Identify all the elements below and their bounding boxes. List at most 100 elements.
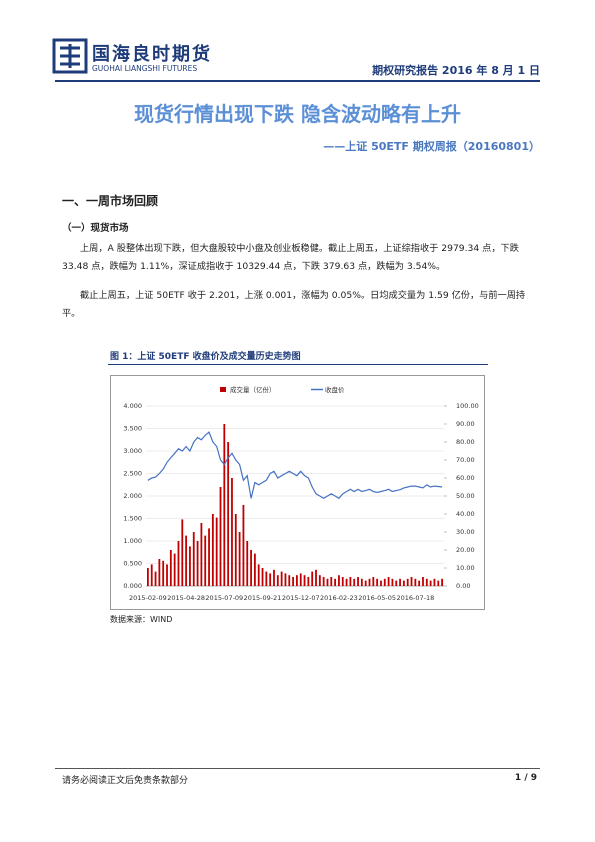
bar	[307, 577, 310, 586]
bar	[391, 578, 394, 586]
bar	[303, 575, 306, 586]
bar	[166, 564, 168, 586]
y2-tick-label: 30.00	[456, 528, 475, 536]
legend-swatch	[220, 387, 226, 392]
header-rule	[55, 80, 540, 82]
bar	[345, 578, 348, 586]
bar	[162, 560, 165, 586]
bar	[380, 580, 382, 586]
paragraph: 上周，A 股整体出现下跌，但大盘股较中小盘及创业板稳健。截止上周五，上证综指收于…	[62, 243, 519, 272]
bar	[234, 514, 237, 586]
bar	[322, 577, 325, 586]
bar	[273, 569, 275, 586]
x-tick-label: 2015-12-07	[282, 594, 320, 602]
bar	[326, 578, 329, 586]
bar	[395, 580, 398, 586]
y-tick-label: 1.000	[123, 537, 142, 545]
legend-label: 收盘价	[325, 385, 345, 394]
source: 数据来源：WIND	[110, 615, 173, 624]
bar	[211, 514, 214, 586]
bar	[425, 578, 428, 586]
x-tick-label: 2015-04-28	[167, 594, 205, 602]
bar	[433, 578, 436, 586]
x-tick-label: 2015-02-09	[129, 594, 167, 602]
bar	[280, 571, 283, 586]
bar	[200, 523, 203, 586]
bar	[376, 578, 379, 586]
bar	[269, 573, 272, 586]
bar	[196, 541, 199, 586]
chart-frame	[110, 375, 485, 610]
y-tick-label: 0.500	[123, 560, 142, 568]
bar	[246, 541, 249, 586]
bar	[429, 580, 432, 586]
disclaimer: 请务必阅读正文后免责条款部分	[62, 776, 189, 786]
bar	[276, 575, 279, 586]
bar	[261, 568, 264, 586]
bar	[227, 442, 230, 586]
y2-tick-label: 20.00	[456, 546, 475, 554]
bar	[357, 577, 359, 586]
bar	[441, 578, 443, 586]
bar	[296, 575, 298, 586]
y-tick-label: 2.500	[123, 470, 142, 478]
subtitle: ——上证 50ETF 期权周报（20160801）	[323, 140, 540, 153]
subsection-heading: （一）现货市场	[62, 223, 129, 234]
bar	[368, 578, 371, 586]
bar	[204, 535, 207, 586]
bar	[223, 424, 226, 586]
bar	[257, 564, 260, 586]
section-heading: 一、一周市场回顾	[62, 194, 159, 208]
x-tick-label: 2016-05-05	[358, 594, 396, 602]
bar	[253, 553, 256, 586]
bar	[299, 573, 302, 586]
x-tick-label: 2015-07-09	[205, 594, 243, 602]
bar	[410, 577, 413, 586]
report-date: 期权研究报告 2016 年 8 月 1 日	[372, 64, 540, 77]
bar	[292, 577, 294, 586]
legend-label: 成交量（亿份）	[230, 385, 276, 394]
bar	[238, 532, 241, 586]
y2-tick-label: 100.00	[456, 402, 479, 410]
bar	[231, 478, 233, 586]
y2-tick-label: 60.00	[456, 474, 475, 482]
bar	[318, 575, 321, 586]
bar	[284, 573, 287, 586]
figure-caption: 图 1：上证 50ETF 收盘价及成交量历史走势图	[110, 352, 301, 362]
logo-icon	[52, 38, 88, 74]
bar	[338, 575, 340, 586]
x-tick-label: 2016-07-18	[396, 594, 434, 602]
x-tick-label: 2016-02-23	[320, 594, 358, 602]
paragraph: 截止上周五，上证 50ETF 收于 2.201，上涨 0.001，涨幅为 0.0…	[62, 290, 526, 319]
bar	[177, 541, 180, 586]
bar	[315, 569, 317, 586]
bar	[169, 550, 172, 586]
bar	[402, 580, 405, 586]
company-en: GUOHAI LIANGSHI FUTURES	[92, 64, 198, 73]
bar	[192, 532, 195, 586]
bar	[353, 578, 356, 586]
bar	[406, 578, 409, 586]
bar	[154, 571, 157, 586]
bar	[219, 487, 222, 586]
bar	[158, 559, 161, 586]
bar	[387, 577, 390, 586]
line	[147, 431, 443, 500]
bar	[173, 553, 176, 586]
bar	[383, 578, 386, 586]
bar	[311, 571, 314, 586]
bar	[147, 568, 149, 586]
y2-tick-label: 50.00	[456, 492, 475, 500]
page-number: 1 / 9	[514, 773, 537, 783]
title: 现货行情出现下跌 隐含波动略有上升	[134, 102, 461, 126]
bar	[418, 580, 421, 586]
y-tick-label: 1.500	[123, 515, 142, 523]
y-tick-label: 4.000	[123, 402, 142, 410]
bar	[181, 519, 184, 586]
bar	[208, 528, 210, 586]
y2-tick-label: 10.00	[456, 564, 475, 572]
bar	[330, 577, 333, 586]
bar	[265, 571, 268, 586]
bar	[250, 550, 252, 586]
